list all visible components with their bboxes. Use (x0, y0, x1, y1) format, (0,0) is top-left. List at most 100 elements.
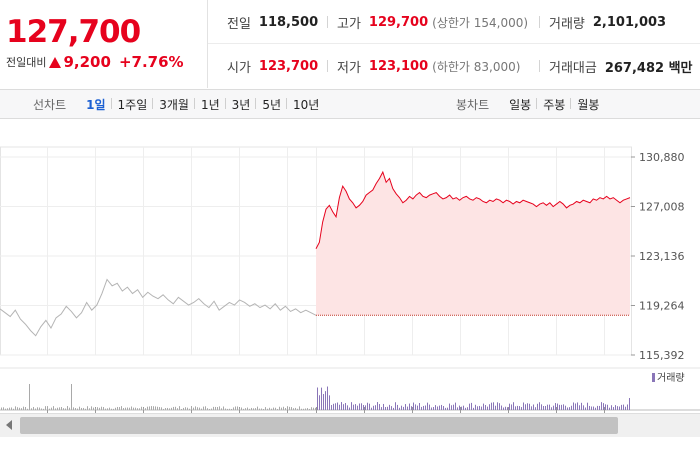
volume-bar (99, 407, 100, 410)
change-value: 9,200 (63, 53, 111, 71)
volume-bar (481, 406, 482, 410)
tab-daily-candle[interactable]: 일봉 (509, 97, 532, 112)
volume-bar (49, 408, 50, 410)
volume-bar (385, 406, 386, 410)
volume-bar (257, 406, 258, 410)
volume-bar (53, 406, 54, 410)
volume-bar (147, 406, 148, 410)
volume-bar (163, 408, 164, 410)
price-chart[interactable]: 130,880 127,008 123,136 119,264 115,392 거래량 (0, 120, 700, 413)
tab-1d[interactable]: 1일 (86, 97, 106, 112)
volume-bar (137, 408, 138, 410)
volume-bar (205, 406, 206, 410)
tab-3y[interactable]: 3년 (224, 96, 257, 113)
volume-bar (305, 408, 306, 410)
y-tick-label: 115,392 (639, 349, 685, 362)
tab-1y[interactable]: 1년 (193, 96, 226, 113)
volume-bar (587, 402, 588, 410)
volume-bar (329, 395, 330, 410)
volume-bar (19, 407, 20, 410)
change-percent: +7.76% (118, 53, 184, 71)
volume-bar (199, 407, 200, 410)
candle-chart-label: 봉차트 (456, 97, 490, 112)
volume-bar (105, 408, 106, 410)
volume-bar (109, 407, 110, 410)
volume-bar (405, 404, 406, 410)
volume-bar (59, 407, 60, 410)
volume-bar (483, 403, 484, 410)
volume-bar (87, 406, 88, 410)
volume-bar (273, 407, 274, 410)
volume-bar (321, 387, 322, 410)
volume-bar (23, 406, 24, 410)
price-chart-svg: 130,880 127,008 123,136 119,264 115,392 거래량 (0, 146, 700, 413)
volume-bar (7, 408, 8, 410)
volume-bar (287, 406, 288, 410)
volume-bar (559, 404, 560, 410)
tab-monthly-candle[interactable]: 월봉 (570, 96, 605, 113)
stat-amount: 거래대금 267,482 백만 (539, 44, 693, 88)
volume-bar (129, 407, 130, 410)
volume-bar (473, 407, 474, 410)
stat-volume: 거래량 2,101,003 (538, 0, 666, 44)
tab-weekly-candle[interactable]: 주봉 (536, 96, 571, 113)
volume-bar (523, 402, 524, 410)
stat-value: 123,100 (368, 58, 429, 74)
volume-bar (409, 403, 410, 410)
volume-bar (537, 403, 538, 410)
volume-bar (255, 408, 256, 410)
volume-bar (429, 404, 430, 410)
volume-bar (13, 408, 14, 410)
volume-bar (505, 406, 506, 410)
scroll-left-icon[interactable] (6, 420, 12, 430)
tab-3m[interactable]: 3개월 (152, 96, 195, 113)
volume-bar (235, 406, 236, 410)
volume-bar (375, 405, 376, 410)
volume-bar (259, 408, 260, 410)
volume-bar (521, 407, 522, 410)
volume-bar (209, 408, 210, 410)
volume-bar (5, 408, 6, 410)
volume-bar (141, 406, 142, 410)
volume-bar (67, 406, 68, 410)
volume-bar (89, 408, 90, 410)
up-triangle-icon (49, 56, 62, 68)
volume-bar (383, 403, 384, 410)
stat-value: 118,500 (258, 14, 319, 30)
volume-bar (133, 407, 134, 410)
volume-bar (261, 408, 262, 410)
volume-bar (275, 407, 276, 410)
volume-bar (231, 408, 232, 410)
volume-bar (183, 407, 184, 410)
stats-row-2: 시가 123,700 저가 123,100 (하한가 83,000) 거래대금 … (208, 44, 700, 88)
volume-bar (291, 407, 292, 410)
volume-bar (103, 407, 104, 410)
volume-bar (145, 408, 146, 410)
tab-10y[interactable]: 10년 (286, 96, 325, 113)
volume-bar (629, 398, 630, 410)
volume-bar (229, 408, 230, 410)
tab-5y[interactable]: 5년 (255, 96, 287, 113)
volume-bar (611, 405, 612, 410)
scroll-thumb[interactable] (20, 417, 618, 434)
volume-bar (219, 406, 220, 410)
volume-bar (197, 407, 198, 410)
volume-bar (93, 407, 94, 410)
tab-1w[interactable]: 1주일 (110, 96, 154, 113)
volume-bar (43, 408, 44, 410)
volume-bar (45, 406, 46, 410)
volume-bar (223, 406, 224, 410)
chart-scrollbar[interactable] (0, 413, 700, 437)
volume-bar (453, 404, 454, 410)
volume-bar (617, 406, 618, 410)
volume-bar (395, 402, 396, 410)
volume-bar (191, 406, 192, 410)
current-price: 127,700 (6, 14, 141, 50)
volume-bar (303, 408, 304, 410)
volume-bar (173, 406, 174, 410)
volume-bar (241, 407, 242, 410)
volume-bar (247, 407, 248, 410)
volume-bar (115, 407, 116, 410)
volume-bar (323, 394, 324, 410)
volume-bar (359, 403, 360, 410)
